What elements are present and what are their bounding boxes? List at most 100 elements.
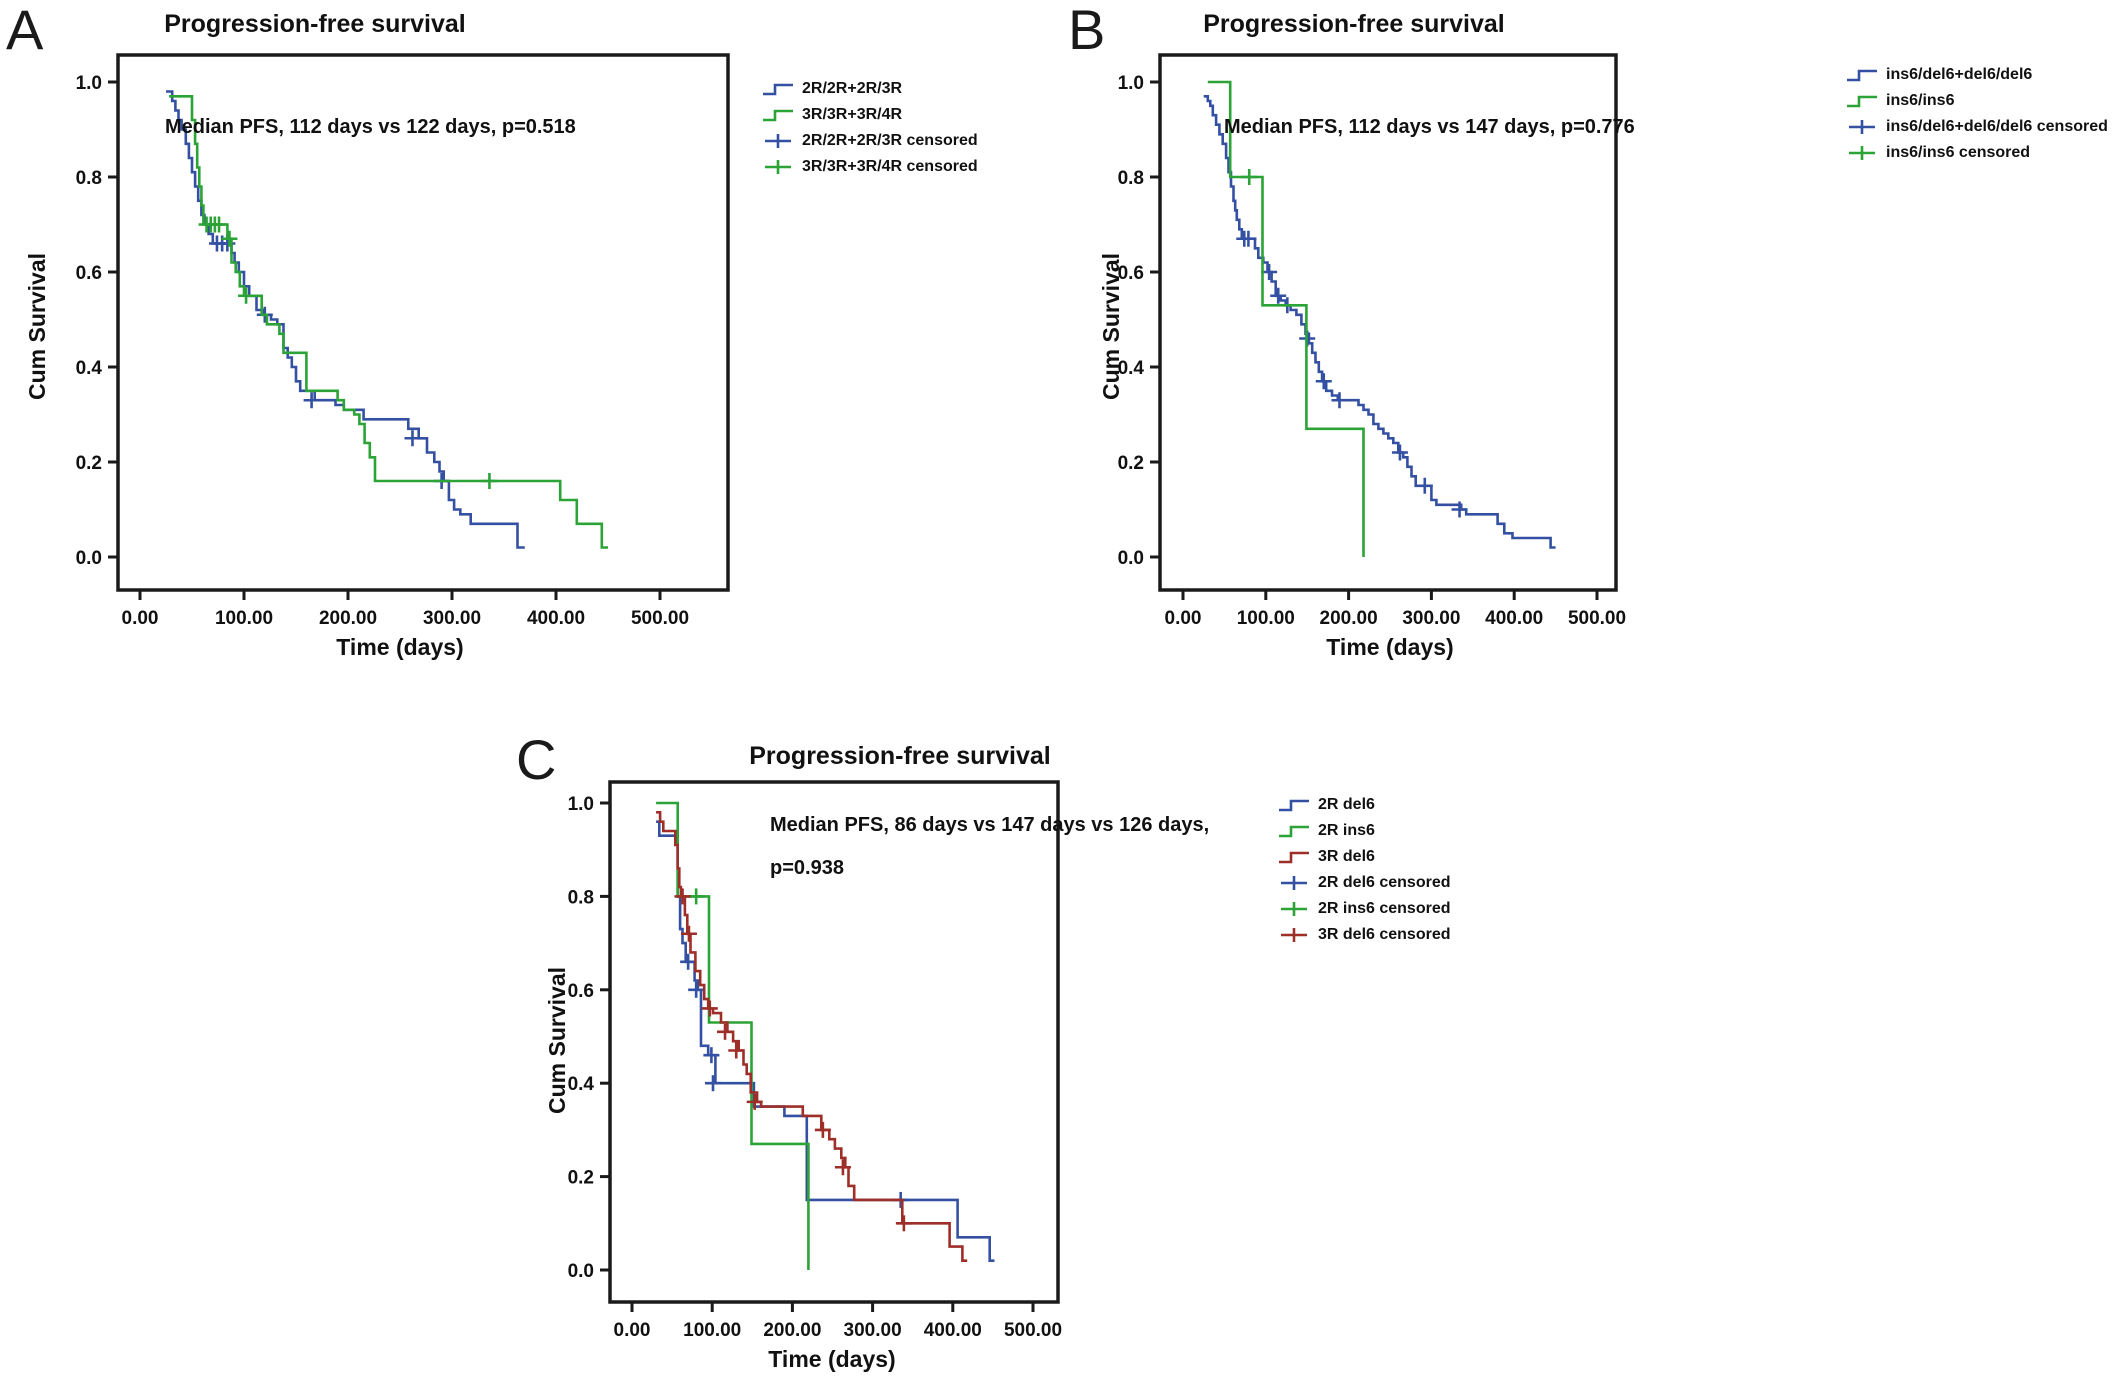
legend-label: 2R/2R+2R/3R <box>802 80 903 97</box>
legend-item-series-1: 3R/3R+3R/4R <box>762 102 978 128</box>
legend-label: 3R del6 <box>1318 848 1375 865</box>
svg-text:0.8: 0.8 <box>1118 168 1144 189</box>
y-axis-label-a: Cum Survival <box>24 253 50 400</box>
legend-label: 2R del6 <box>1318 796 1375 813</box>
svg-text:400.00: 400.00 <box>527 608 585 629</box>
step-line-icon <box>1279 851 1309 864</box>
chart-title-b: Progression-free survival <box>1203 10 1505 38</box>
legend-item-censored-0: 2R del6 censored <box>1278 870 1451 896</box>
km-plot-svg: 0.00 100.00 200.00 300.00 400.00 500.00 1.0 0.8… <box>568 780 1062 1341</box>
median-annotation-b: Median PFS, 112 days vs 147 days, p=0.77… <box>1224 116 1635 139</box>
legend-item-series-1: 2R ins6 <box>1278 818 1451 844</box>
panel-c: C Progression-free survival 0.00 100.00 20… <box>380 728 1580 1388</box>
legend-label: 2R ins6 <box>1318 822 1375 839</box>
svg-text:0.0: 0.0 <box>1118 548 1144 569</box>
svg-text:300.00: 300.00 <box>1402 608 1460 629</box>
svg-text:400.00: 400.00 <box>924 1320 982 1341</box>
censored-plus-icon <box>765 134 791 148</box>
svg-text:0.4: 0.4 <box>76 358 103 379</box>
svg-text:0.4: 0.4 <box>568 1074 595 1095</box>
legend-label: ins6/ins6 <box>1886 92 1955 109</box>
svg-text:100.00: 100.00 <box>215 608 273 629</box>
annotation-line: Median PFS, 86 days vs 147 days vs 126 d… <box>770 814 1210 836</box>
svg-text:100.00: 100.00 <box>683 1320 741 1341</box>
legend-c: 2R del6 2R ins6 3R del6 2R del6 censored 2R … <box>1278 792 1451 948</box>
svg-text:0.0: 0.0 <box>76 548 102 569</box>
legend-item-series-0: 2R/2R+2R/3R <box>762 76 978 102</box>
svg-text:0.8: 0.8 <box>568 887 594 908</box>
annotation-line: p=0.938 <box>770 857 844 879</box>
annotation-line: Median PFS, 112 days vs 147 days, p=0.77… <box>1224 116 1635 138</box>
svg-text:0.2: 0.2 <box>1118 453 1144 474</box>
legend-item-censored-0: 2R/2R+2R/3R censored <box>762 128 978 154</box>
step-line-icon <box>1847 69 1877 82</box>
km-plot-svg: 0.00 100.00 200.00 300.00 400.00 500.00 1.0 0.8… <box>1118 53 1626 629</box>
km-plot-b: 0.00 100.00 200.00 300.00 400.00 500.00 1.0 0.8… <box>1054 0 2114 714</box>
svg-text:400.00: 400.00 <box>1485 608 1543 629</box>
panel-b: B Progression-free survival 0.00 100.00 20… <box>1054 0 2114 714</box>
km-plot-c: 0.00 100.00 200.00 300.00 400.00 500.00 1.0 0.8… <box>380 728 1580 1388</box>
panel-letter-a: A <box>6 0 44 61</box>
svg-text:0.4: 0.4 <box>1118 358 1145 379</box>
svg-text:1.0: 1.0 <box>568 794 594 815</box>
svg-text:200.00: 200.00 <box>763 1320 821 1341</box>
panel-letter-b: B <box>1068 0 1106 61</box>
legend-item-series-0: ins6/del6+del6/del6 <box>1846 62 2108 88</box>
svg-text:0.6: 0.6 <box>568 981 594 1002</box>
censored-plus-icon <box>1281 928 1307 942</box>
legend-label: 3R/3R+3R/4R censored <box>802 158 978 175</box>
censored-plus-icon <box>1849 120 1875 134</box>
panel-letter-c: C <box>516 728 557 791</box>
svg-text:200.00: 200.00 <box>319 608 377 629</box>
legend-label: 2R del6 censored <box>1318 874 1451 891</box>
legend-item-series-1: ins6/ins6 <box>1846 88 2108 114</box>
svg-text:100.00: 100.00 <box>1237 608 1295 629</box>
svg-text:1.0: 1.0 <box>1118 73 1144 94</box>
svg-text:0.6: 0.6 <box>1118 263 1144 284</box>
y-axis-label-b: Cum Survival <box>1098 253 1124 400</box>
step-line-icon <box>763 109 793 122</box>
svg-text:500.00: 500.00 <box>1004 1320 1062 1341</box>
legend-item-censored-1: 2R ins6 censored <box>1278 896 1451 922</box>
censored-plus-icon <box>1281 876 1307 890</box>
annotation-line: Median PFS, 112 days vs 122 days, p=0.51… <box>165 116 576 138</box>
legend-b: ins6/del6+del6/del6 ins6/ins6 ins6/del6+de… <box>1846 62 2108 166</box>
step-line-icon <box>1279 799 1309 812</box>
svg-text:300.00: 300.00 <box>844 1320 902 1341</box>
legend-label: ins6/del6+del6/del6 <box>1886 66 2033 83</box>
svg-text:0.0: 0.0 <box>568 1261 594 1282</box>
legend-item-series-0: 2R del6 <box>1278 792 1451 818</box>
x-axis-label-b: Time (days) <box>1326 634 1454 660</box>
legend-label: 2R ins6 censored <box>1318 900 1451 917</box>
legend-item-censored-2: 3R del6 censored <box>1278 922 1451 948</box>
svg-text:200.00: 200.00 <box>1320 608 1378 629</box>
svg-text:500.00: 500.00 <box>1568 608 1626 629</box>
km-plot-svg: 0.00 100.00 200.00 300.00 400.00 500.00 1.0 0.8… <box>76 53 730 629</box>
chart-title-a: Progression-free survival <box>164 10 466 38</box>
svg-text:0.2: 0.2 <box>76 453 102 474</box>
step-line-icon <box>763 83 793 96</box>
censored-plus-icon <box>1281 902 1307 916</box>
median-annotation-a: Median PFS, 112 days vs 122 days, p=0.51… <box>165 116 576 139</box>
svg-text:0.6: 0.6 <box>76 263 102 284</box>
svg-text:300.00: 300.00 <box>423 608 481 629</box>
legend-a: 2R/2R+2R/3R 3R/3R+3R/4R 2R/2R+2R/3R censor… <box>762 76 978 180</box>
legend-label: ins6/del6+del6/del6 censored <box>1886 118 2108 135</box>
legend-label: 3R del6 censored <box>1318 926 1451 943</box>
legend-item-censored-0: ins6/del6+del6/del6 censored <box>1846 114 2108 140</box>
svg-text:0.00: 0.00 <box>1165 608 1202 629</box>
x-axis-label-c: Time (days) <box>768 1346 896 1372</box>
step-line-icon <box>1279 825 1309 838</box>
censored-plus-icon <box>1849 146 1875 160</box>
censored-plus-icon <box>765 160 791 174</box>
svg-text:500.00: 500.00 <box>631 608 689 629</box>
svg-text:0.2: 0.2 <box>568 1168 594 1189</box>
legend-item-censored-1: ins6/ins6 censored <box>1846 140 2108 166</box>
legend-item-series-2: 3R del6 <box>1278 844 1451 870</box>
step-line-icon <box>1847 95 1877 108</box>
legend-label: 3R/3R+3R/4R <box>802 106 903 123</box>
x-axis-label-a: Time (days) <box>336 634 464 660</box>
svg-text:0.8: 0.8 <box>76 168 102 189</box>
legend-label: 2R/2R+2R/3R censored <box>802 132 978 149</box>
